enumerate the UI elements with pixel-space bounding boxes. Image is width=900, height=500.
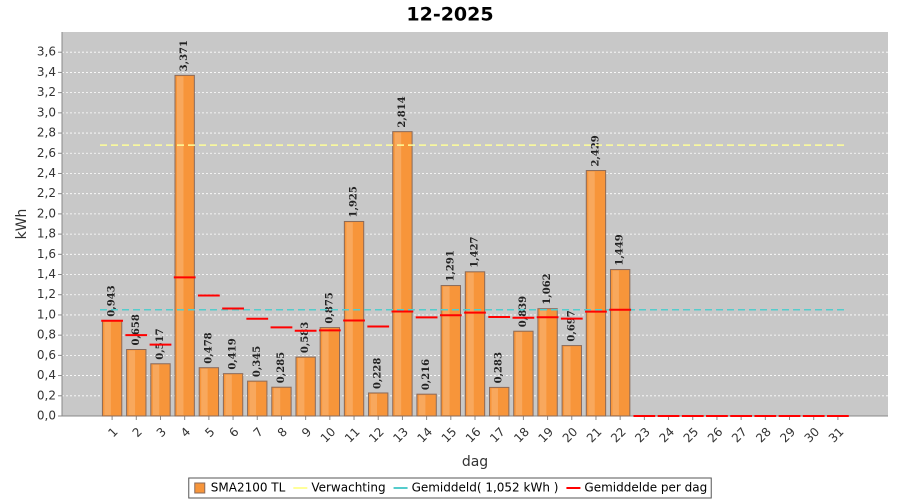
- y-tick-label: 1,6: [37, 247, 56, 261]
- y-tick-label: 0,6: [37, 348, 56, 362]
- bar-shade: [104, 321, 111, 415]
- bar: [174, 74, 195, 417]
- value-label: 1,427: [470, 236, 481, 267]
- value-label: 0,697: [566, 310, 577, 341]
- value-label: 0,943: [107, 285, 118, 316]
- bar-shade: [394, 132, 402, 416]
- value-label: 0,839: [518, 296, 529, 327]
- bar: [247, 380, 268, 417]
- bar-shade: [152, 364, 160, 415]
- y-tick-label: 3,0: [37, 105, 56, 119]
- value-label: 0,875: [324, 292, 335, 323]
- y-tick-label: 3,6: [37, 45, 56, 59]
- bar-shade: [443, 286, 450, 415]
- y-tick-label: 3,4: [37, 65, 56, 79]
- y-tick-label: 0,8: [37, 328, 56, 342]
- legend-label: Verwachting: [311, 481, 385, 495]
- bar: [440, 285, 461, 417]
- bar-shade: [370, 393, 377, 415]
- x-axis-title: dag: [462, 454, 488, 470]
- y-tick-label: 2,2: [37, 186, 56, 200]
- bar: [368, 392, 389, 417]
- bar-shade: [177, 76, 184, 416]
- legend: SMA2100 TL Verwachting Gemiddeld( 1,052 kW…: [188, 477, 712, 499]
- value-label: 1,291: [445, 250, 456, 281]
- y-tick-label: 1,8: [37, 227, 56, 241]
- bar: [198, 367, 220, 417]
- value-label: 1,449: [615, 234, 626, 265]
- value-label: 0,583: [300, 322, 311, 353]
- bar-shade: [297, 358, 305, 415]
- legend-item: Verwachting: [293, 481, 386, 495]
- value-label: 0,658: [131, 314, 142, 345]
- bar-shade: [273, 388, 281, 415]
- value-label: 2,814: [397, 96, 408, 127]
- y-tick-label: 0,0: [37, 409, 56, 423]
- value-label: 1,062: [542, 273, 553, 304]
- legend-label: Gemiddeld( 1,052 kWh ): [412, 481, 559, 495]
- bar: [222, 373, 244, 417]
- y-tick-label: 0,4: [37, 368, 56, 382]
- y-tick-label: 1,2: [37, 287, 56, 301]
- value-label: 3,371: [179, 40, 190, 71]
- bar-shade: [249, 382, 257, 415]
- y-tick-label: 2,4: [37, 166, 56, 180]
- y-tick-label: 1,0: [37, 307, 56, 321]
- bar: [343, 220, 365, 417]
- bar-shade: [322, 328, 329, 415]
- bar: [561, 345, 582, 417]
- bar: [489, 386, 510, 417]
- chart-title: 12-2025: [406, 4, 493, 26]
- bar-shade: [564, 346, 571, 415]
- bar: [585, 170, 607, 417]
- legend-label: SMA2100 TL: [211, 481, 286, 495]
- bar: [464, 271, 486, 417]
- value-label: 0,345: [252, 346, 263, 377]
- value-label: 2,429: [590, 135, 601, 166]
- bar: [126, 349, 147, 417]
- y-tick-label: 3,2: [37, 85, 56, 99]
- legend-item: Gemiddeld( 1,052 kWh ): [393, 481, 559, 495]
- bar: [609, 269, 631, 417]
- value-label: 0,285: [276, 352, 287, 383]
- bar-shade: [539, 309, 547, 415]
- bar: [271, 386, 292, 417]
- y-tick-label: 2,6: [37, 146, 56, 160]
- value-label: 0,228: [373, 358, 384, 389]
- bar: [392, 131, 413, 417]
- bar-shade: [588, 171, 595, 415]
- bar: [150, 363, 171, 417]
- bar-shade: [515, 332, 523, 415]
- value-label: 0,419: [228, 338, 239, 369]
- bar: [513, 330, 534, 417]
- bar-shade: [467, 272, 474, 415]
- legend-box: [188, 477, 712, 499]
- legend-item: Gemiddelde per dag: [566, 481, 707, 495]
- value-label: 0,478: [203, 332, 214, 363]
- legend-swatch: [194, 482, 206, 494]
- value-label: 0,283: [494, 352, 505, 383]
- y-tick-label: 0,2: [37, 388, 56, 402]
- value-label: 1,925: [349, 186, 360, 217]
- y-tick-label: 2,0: [37, 206, 56, 220]
- value-label: 0,216: [421, 359, 432, 390]
- bar-shade: [491, 388, 498, 415]
- y-tick-label: 2,8: [37, 126, 56, 140]
- y-tick-label: 1,4: [37, 267, 56, 281]
- bar: [416, 393, 437, 417]
- bar: [319, 327, 341, 417]
- bar-shade: [612, 270, 619, 415]
- bar-shade: [201, 368, 208, 415]
- bar: [537, 308, 558, 417]
- bar-shade: [128, 350, 136, 415]
- bar-shade: [418, 395, 426, 415]
- y-axis-title: kWh: [14, 209, 30, 240]
- bar-shade: [346, 222, 353, 415]
- bar-shade: [225, 374, 232, 415]
- legend-label: Gemiddelde per dag: [584, 481, 707, 495]
- legend-item: SMA2100 TL: [194, 481, 286, 495]
- bar: [295, 356, 316, 417]
